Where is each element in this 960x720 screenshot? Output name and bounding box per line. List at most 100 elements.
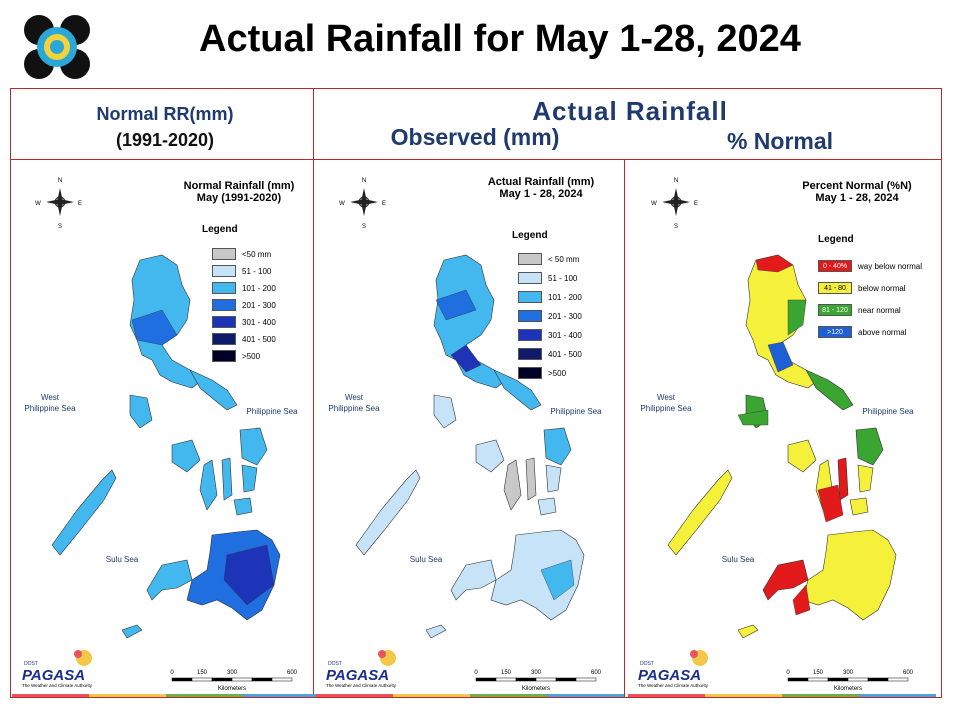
scale-bar-segment [271, 677, 293, 682]
content-frame [10, 88, 942, 698]
legend-label: 401 - 500 [242, 334, 276, 344]
map-panel-observed: N S E W West Philippine Sea Philippine Sea Sulu… [316, 160, 626, 697]
scale-tick-label: 300 [531, 670, 542, 676]
legend-swatch [518, 272, 542, 284]
compass-label-w: W [339, 201, 345, 207]
legend-label: 101 - 200 [242, 283, 276, 293]
region-palawan [355, 469, 421, 556]
map-title: Percent Normal (%N) May 1 - 28, 2024 [802, 180, 912, 204]
map-panel-normal: N S E W West Philippine Sea Philippine Sea Sulu… [12, 160, 322, 697]
legend-swatch [212, 350, 236, 362]
compass-label-n: N [674, 178, 678, 184]
legend-item: 41 - 80 below normal [818, 282, 906, 294]
region-samar [239, 427, 268, 466]
sea-label: Philippine Sea [328, 404, 380, 413]
sea-label: Sulu Sea [722, 555, 755, 564]
scale-bar-segment [251, 677, 273, 682]
compass-label-e: E [78, 201, 82, 207]
dost-label: DOST [640, 661, 654, 667]
pagasa-brand-logo [378, 650, 396, 666]
legend-title: Legend [512, 230, 548, 241]
sea-label: Sulu Sea [106, 555, 139, 564]
compass-rose-icon [662, 188, 690, 216]
legend-label: 401 - 500 [548, 349, 582, 359]
region-panay [171, 439, 201, 473]
footer-color-strip [470, 694, 547, 697]
sea-label: Philippine Sea [640, 404, 692, 413]
legend-item: 301 - 400 [212, 316, 276, 328]
region-sulu [425, 624, 447, 639]
scale-tick-label: 600 [287, 670, 298, 676]
scale-bar-segment [555, 677, 577, 682]
legend-swatch: >120 [818, 326, 852, 338]
region-mindoro [433, 394, 457, 429]
philippines-map: N S E W West Philippine Sea Philippine Sea Sulu… [628, 178, 936, 697]
scale-unit-label: Kilometers [522, 686, 550, 692]
legend-swatch [518, 291, 542, 303]
philippines-map: N S E W West Philippine Sea Philippine Sea Sulu… [12, 178, 320, 697]
legend-swatch: 81 - 120 [818, 304, 852, 316]
philippines-map: N S E W West Philippine Sea Philippine Sea Sulu… [316, 178, 624, 697]
scale-tick-label: 0 [170, 670, 174, 676]
pagasa-brand-logo [74, 650, 92, 666]
region-bicol [805, 369, 854, 411]
scale-tick-label: 600 [591, 670, 602, 676]
footer-color-strip [547, 694, 624, 697]
legend-item: 301 - 400 [518, 329, 582, 341]
scale-bar-segment [211, 677, 233, 682]
legend-label: below normal [858, 283, 906, 293]
page-title: Actual Rainfall for May 1-28, 2024 [199, 18, 801, 60]
scale-tick-label: 150 [501, 670, 512, 676]
region-mindanao [802, 529, 897, 621]
legend-item: < 50 mm [518, 253, 579, 265]
scale-bar-segment [807, 677, 829, 682]
footer-color-strip [705, 694, 782, 697]
region-negros [503, 459, 522, 511]
scale-tick-label: 300 [843, 670, 854, 676]
region-rainfall-zone [755, 254, 794, 273]
actual-rainfall-header: Actual Rainfall [532, 96, 728, 126]
scale-bar-segment [867, 677, 889, 682]
region-rainfall-zone [223, 544, 275, 606]
footer-color-strip [393, 694, 470, 697]
region-panay [787, 439, 817, 473]
footer-color-strip [243, 694, 320, 697]
compass-label-n: N [58, 178, 62, 184]
region-sulu [121, 624, 143, 639]
legend-item: 401 - 500 [518, 348, 582, 360]
scale-tick-label: 300 [227, 670, 238, 676]
region-mindanao [490, 529, 585, 621]
legend-swatch [212, 316, 236, 328]
scale-bar-segment [535, 677, 557, 682]
legend-swatch: 0 - 40% [818, 260, 852, 272]
compass-label-w: W [35, 201, 41, 207]
sea-label: West [657, 393, 676, 402]
region-rainfall-zone [767, 341, 794, 373]
legend-title: Legend [202, 224, 238, 235]
legend-title: Legend [818, 234, 854, 245]
region-bohol [233, 497, 253, 516]
region-rainfall-zone [131, 309, 178, 346]
sea-label: West [345, 393, 364, 402]
legend-swatch [212, 248, 236, 260]
pagasa-brand-logo [690, 650, 708, 666]
region-panay [475, 439, 505, 473]
scale-bar-segment [191, 677, 213, 682]
compass-rose-icon [46, 188, 74, 216]
sea-label: Sulu Sea [410, 555, 443, 564]
region-sulu [737, 624, 759, 639]
scale-tick-label: 0 [786, 670, 790, 676]
region-palawan [51, 469, 117, 556]
legend-item: <50 mm [212, 248, 271, 260]
map-title: Normal Rainfall (mm) May (1991-2020) [183, 180, 295, 204]
scale-unit-label: Kilometers [834, 686, 862, 692]
legend-item: >500 [212, 350, 260, 362]
region-bohol [849, 497, 869, 516]
legend-label: 101 - 200 [548, 292, 582, 302]
legend-label: < 50 mm [548, 254, 580, 264]
legend-label: above normal [858, 327, 907, 337]
map-panel-percent: N S E W West Philippine Sea Philippine Sea Sulu… [628, 160, 938, 697]
region-rainfall-zone [787, 299, 807, 336]
region-cebu [221, 457, 233, 501]
legend-swatch [212, 333, 236, 345]
